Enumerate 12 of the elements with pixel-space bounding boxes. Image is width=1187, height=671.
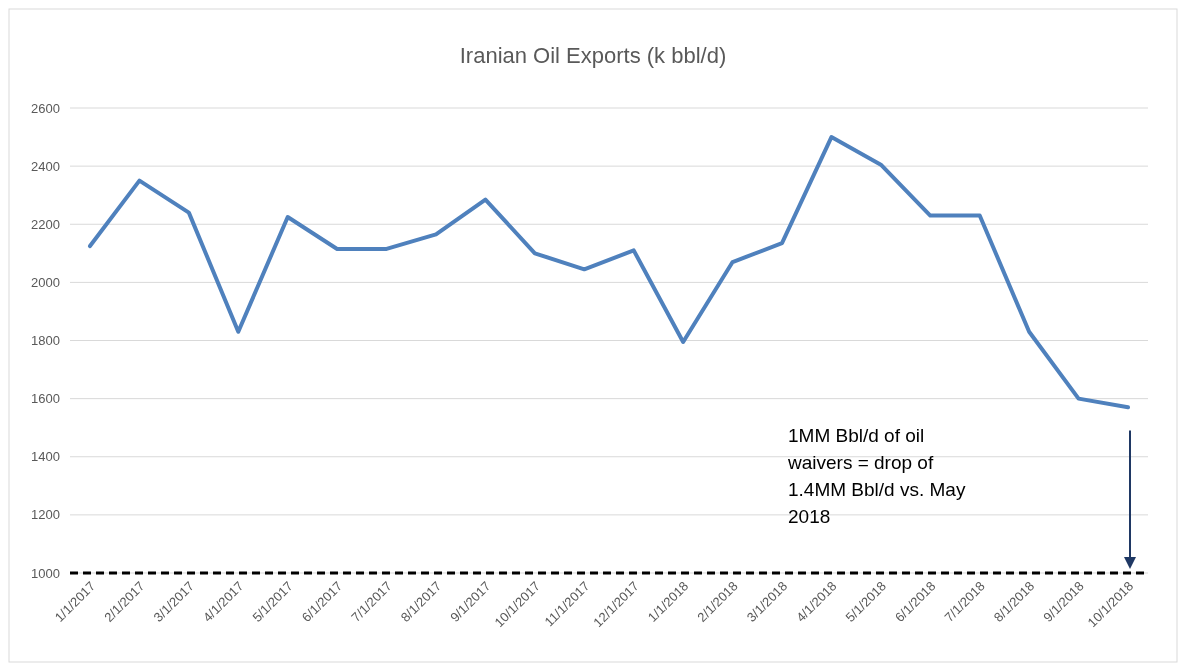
annotation: 1MM Bbl/d of oil waivers = drop of 1.4MM Bbl/d vs. May 2018 xyxy=(787,425,966,528)
y-tick-label: 2200 xyxy=(31,216,60,232)
y-tick-label: 2000 xyxy=(31,274,60,290)
chart-title: Iranian Oil Exports (k bbl/d) xyxy=(459,43,727,68)
y-tick-label: 2600 xyxy=(31,100,60,116)
y-tick-label: 1400 xyxy=(31,449,60,465)
y-tick-label: 1800 xyxy=(31,333,60,349)
y-tick-label: 1200 xyxy=(31,507,60,523)
y-tick-label: 1600 xyxy=(31,391,60,407)
line-series xyxy=(88,135,1130,410)
y-tick-label: 1000 xyxy=(31,565,60,581)
y-tick-label: 2400 xyxy=(31,158,60,174)
